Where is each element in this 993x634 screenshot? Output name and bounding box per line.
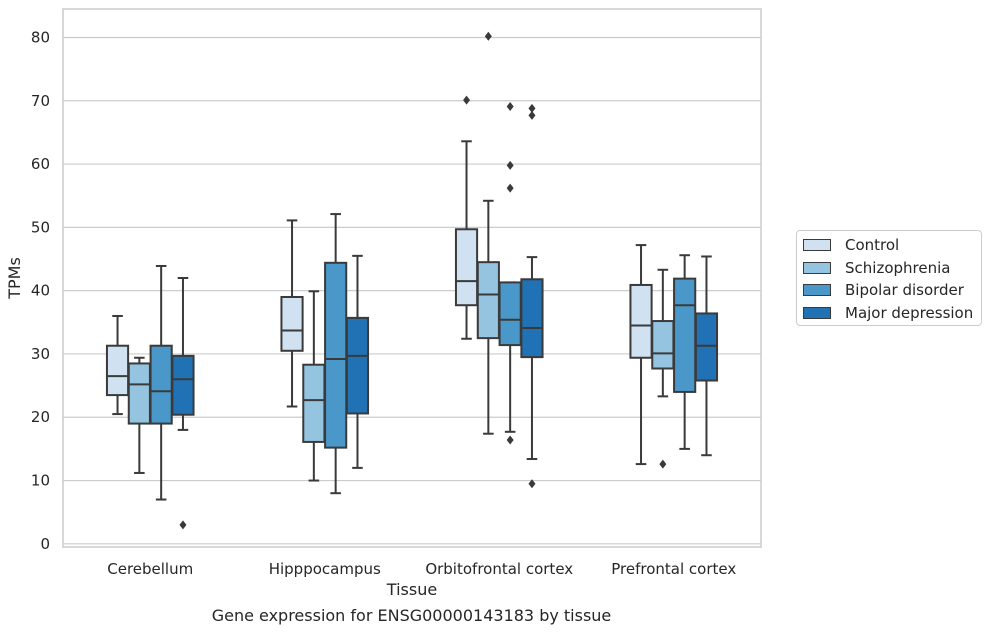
outlier-point	[484, 31, 492, 41]
legend-swatch-major-depression	[803, 307, 831, 319]
outlier-point	[506, 160, 514, 170]
iqr-box	[324, 261, 348, 449]
outlier-point	[528, 103, 536, 113]
legend-item-bipolar-disorder: Bipolar disorder	[803, 280, 964, 300]
x-tick-label-cerebellum: Cerebellum	[107, 560, 193, 578]
box-plots	[105, 31, 719, 530]
x-tick-label-hipppocampus: Hipppocampus	[269, 560, 381, 578]
box-hipppocampus-bipolar-disorder	[324, 213, 348, 495]
box-orbitofrontal-cortex-schizophrenia	[476, 31, 500, 435]
figure-caption: Gene expression for ENSG00000143183 by t…	[211, 606, 612, 625]
outlier-point	[528, 479, 536, 489]
outlier-point	[659, 459, 667, 469]
y-tick-label-50: 50	[31, 218, 50, 236]
iqr-box	[694, 312, 719, 382]
y-tick-label-20: 20	[31, 408, 50, 426]
outlier-point	[506, 183, 514, 193]
box-prefrontal-cortex-schizophrenia	[651, 268, 675, 469]
x-tick-label-prefrontal-cortex: Prefrontal cortex	[611, 560, 736, 578]
y-tick-label-10: 10	[31, 472, 50, 490]
y-tick-labels: 0 10 20 30 40 50 60 70 80	[31, 28, 50, 552]
legend-item-control: Control	[803, 235, 899, 255]
box-prefrontal-cortex-control	[629, 244, 653, 466]
y-tick-label-0: 0	[40, 535, 50, 553]
iqr-box	[476, 261, 500, 340]
legend: Control Schizophrenia Bipolar disorder M…	[796, 230, 982, 326]
box-cerebellum-schizophrenia	[127, 356, 151, 474]
outlier-point	[506, 101, 514, 111]
box-cerebellum-bipolar-disorder	[149, 264, 173, 501]
x-tick-labels: Cerebellum Hipppocampus Orbitofrontal cort…	[107, 560, 736, 578]
box-hipppocampus-major-depression	[345, 254, 370, 469]
iqr-box	[629, 283, 653, 359]
y-axis-title: TPMs	[5, 257, 24, 300]
iqr-box	[280, 295, 304, 352]
legend-label-major-depression: Major depression	[845, 304, 974, 322]
iqr-box	[127, 362, 151, 425]
box-orbitofrontal-cortex-major-depression	[520, 103, 544, 489]
iqr-box	[520, 278, 544, 359]
x-axis-title: Tissue	[386, 580, 437, 599]
iqr-box	[171, 354, 195, 416]
x-tick-label-orbitofrontal-cortex: Orbitofrontal cortex	[425, 560, 573, 578]
outlier-point	[528, 110, 536, 120]
outlier-point	[179, 520, 187, 530]
box-hipppocampus-control	[280, 219, 304, 408]
grid-lines	[63, 36, 761, 545]
legend-swatch-bipolar-disorder	[803, 284, 831, 296]
y-tick-label-80: 80	[31, 28, 50, 46]
iqr-box	[149, 344, 173, 425]
box-orbitofrontal-cortex-bipolar-disorder	[498, 101, 522, 445]
box-cerebellum-control	[105, 314, 130, 416]
legend-item-major-depression: Major depression	[803, 303, 973, 323]
legend-swatch-control	[803, 239, 831, 251]
box-hipppocampus-schizophrenia	[302, 290, 326, 482]
plot-frame	[62, 8, 762, 548]
iqr-box	[673, 277, 697, 393]
legend-label-control: Control	[845, 236, 900, 254]
legend-label-bipolar-disorder: Bipolar disorder	[845, 281, 964, 299]
box-orbitofrontal-cortex-control	[454, 95, 479, 340]
box-cerebellum-major-depression	[171, 277, 195, 530]
y-tick-label-70: 70	[31, 92, 50, 110]
y-tick-label-40: 40	[31, 282, 50, 300]
iqr-box	[651, 320, 675, 370]
legend-label-schizophrenia: Schizophrenia	[845, 259, 951, 277]
y-tick-label-30: 30	[31, 345, 50, 363]
iqr-box	[454, 228, 479, 307]
outlier-point	[463, 95, 471, 105]
iqr-box	[345, 316, 370, 415]
outlier-point	[506, 435, 514, 445]
box-prefrontal-cortex-bipolar-disorder	[673, 254, 697, 450]
legend-swatch-schizophrenia	[803, 262, 831, 274]
legend-item-schizophrenia: Schizophrenia	[803, 258, 950, 278]
iqr-box	[498, 281, 522, 347]
box-prefrontal-cortex-major-depression	[694, 255, 719, 457]
iqr-box	[105, 344, 130, 397]
iqr-box	[302, 363, 326, 443]
y-tick-label-60: 60	[31, 155, 50, 173]
